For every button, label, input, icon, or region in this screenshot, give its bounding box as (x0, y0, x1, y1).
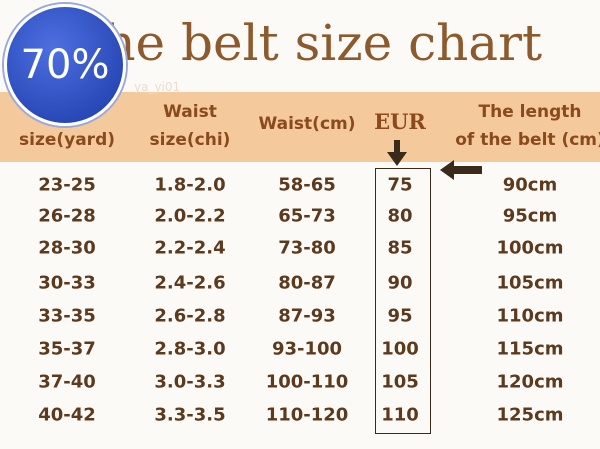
table-cell: 100-110 (265, 371, 349, 393)
table-cell: 2.0-2.2 (154, 205, 226, 227)
table-cell: 115cm (496, 338, 564, 360)
table-cell: 2.6-2.8 (154, 305, 226, 327)
table-cell: 93-100 (271, 338, 343, 360)
table-cell: 110cm (496, 305, 564, 327)
table-cell: 33-35 (38, 305, 96, 327)
header-cell: size(yard) (18, 130, 116, 150)
table-cell: 3.0-3.3 (154, 371, 226, 393)
table-cell: 1.8-2.0 (154, 174, 226, 196)
header-cell: of the belt (cm) (455, 130, 600, 150)
table-cell: 35-37 (38, 338, 96, 360)
table-cell: 40-42 (38, 404, 96, 426)
table-cell: 125cm (496, 404, 564, 426)
table-cell: 73-80 (278, 237, 336, 259)
discount-badge: 70% (4, 4, 126, 126)
table-cell: 30-33 (38, 272, 96, 294)
table-cell: 58-65 (278, 174, 336, 196)
table-cell: 90cm (502, 174, 558, 196)
header-cell: size(chi) (149, 130, 231, 150)
table-cell: 2.8-3.0 (154, 338, 226, 360)
table-cell: 75 (387, 174, 413, 196)
header-cell: The length (478, 102, 582, 122)
table-cell: 100cm (496, 237, 564, 259)
table-cell: 95 (387, 305, 413, 327)
table-cell: 80-87 (278, 272, 336, 294)
table-cell: 2.4-2.6 (154, 272, 226, 294)
table-cell: 87-93 (278, 305, 336, 327)
table-cell: 37-40 (38, 371, 96, 393)
table-cell: 26-28 (38, 205, 96, 227)
watermark: ya_yi01 (134, 80, 181, 94)
table-cell: 80 (387, 205, 413, 227)
table-cell: 28-30 (38, 237, 96, 259)
table-cell: 100 (381, 338, 419, 360)
table-cell: 110-120 (265, 404, 349, 426)
table-cell: 90 (387, 272, 413, 294)
table-cell: 120cm (496, 371, 564, 393)
table-cell: 85 (387, 237, 413, 259)
header-cell: EUR (374, 109, 426, 134)
header-cell: Waist(cm) (258, 114, 356, 134)
table-cell: 3.3-3.5 (154, 404, 226, 426)
down-arrow (387, 140, 407, 166)
left-arrow (440, 160, 482, 180)
eur-column-box (375, 168, 431, 434)
table-cell: 65-73 (278, 205, 336, 227)
table-cell: 95cm (502, 205, 558, 227)
header-cell: Waist (163, 102, 217, 122)
table-cell: 105 (381, 371, 419, 393)
table-cell: 105cm (496, 272, 564, 294)
table-cell: 23-25 (38, 174, 96, 196)
table-cell: 2.2-2.4 (154, 237, 226, 259)
table-cell: 110 (381, 404, 419, 426)
title: The belt size chart (70, 14, 543, 72)
